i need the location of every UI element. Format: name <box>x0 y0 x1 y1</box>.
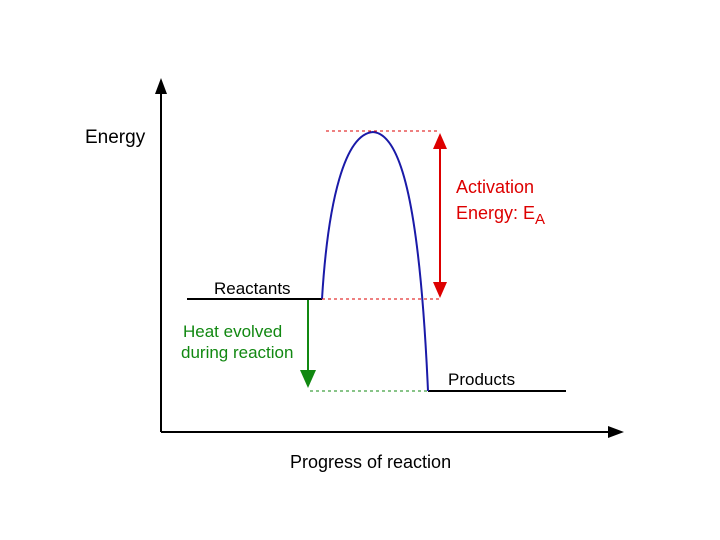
activation-energy-label-line2: Energy: EA <box>456 203 545 228</box>
reactants-label: Reactants <box>214 279 291 298</box>
activation-energy-label-line1: Activation <box>456 177 534 197</box>
axes <box>160 88 614 433</box>
activation-energy-subscript: A <box>535 211 545 228</box>
reaction-curve <box>321 130 429 392</box>
heat-evolved-label-line2: during reaction <box>181 343 293 362</box>
reference-lines <box>310 130 440 392</box>
y-axis-label: Energy <box>85 127 146 148</box>
activation-arrowhead-up <box>433 133 447 149</box>
y-axis-arrowhead <box>155 78 167 94</box>
x-axis-arrowhead <box>608 426 624 438</box>
x-axis-label: Progress of reaction <box>290 452 451 472</box>
activation-energy-prefix: Energy: E <box>456 203 535 223</box>
heat-evolved-arrowhead <box>300 370 316 388</box>
products-label: Products <box>448 370 515 389</box>
heat-evolved-label-line1: Heat evolved <box>183 322 282 341</box>
activation-arrowhead-down <box>433 282 447 298</box>
